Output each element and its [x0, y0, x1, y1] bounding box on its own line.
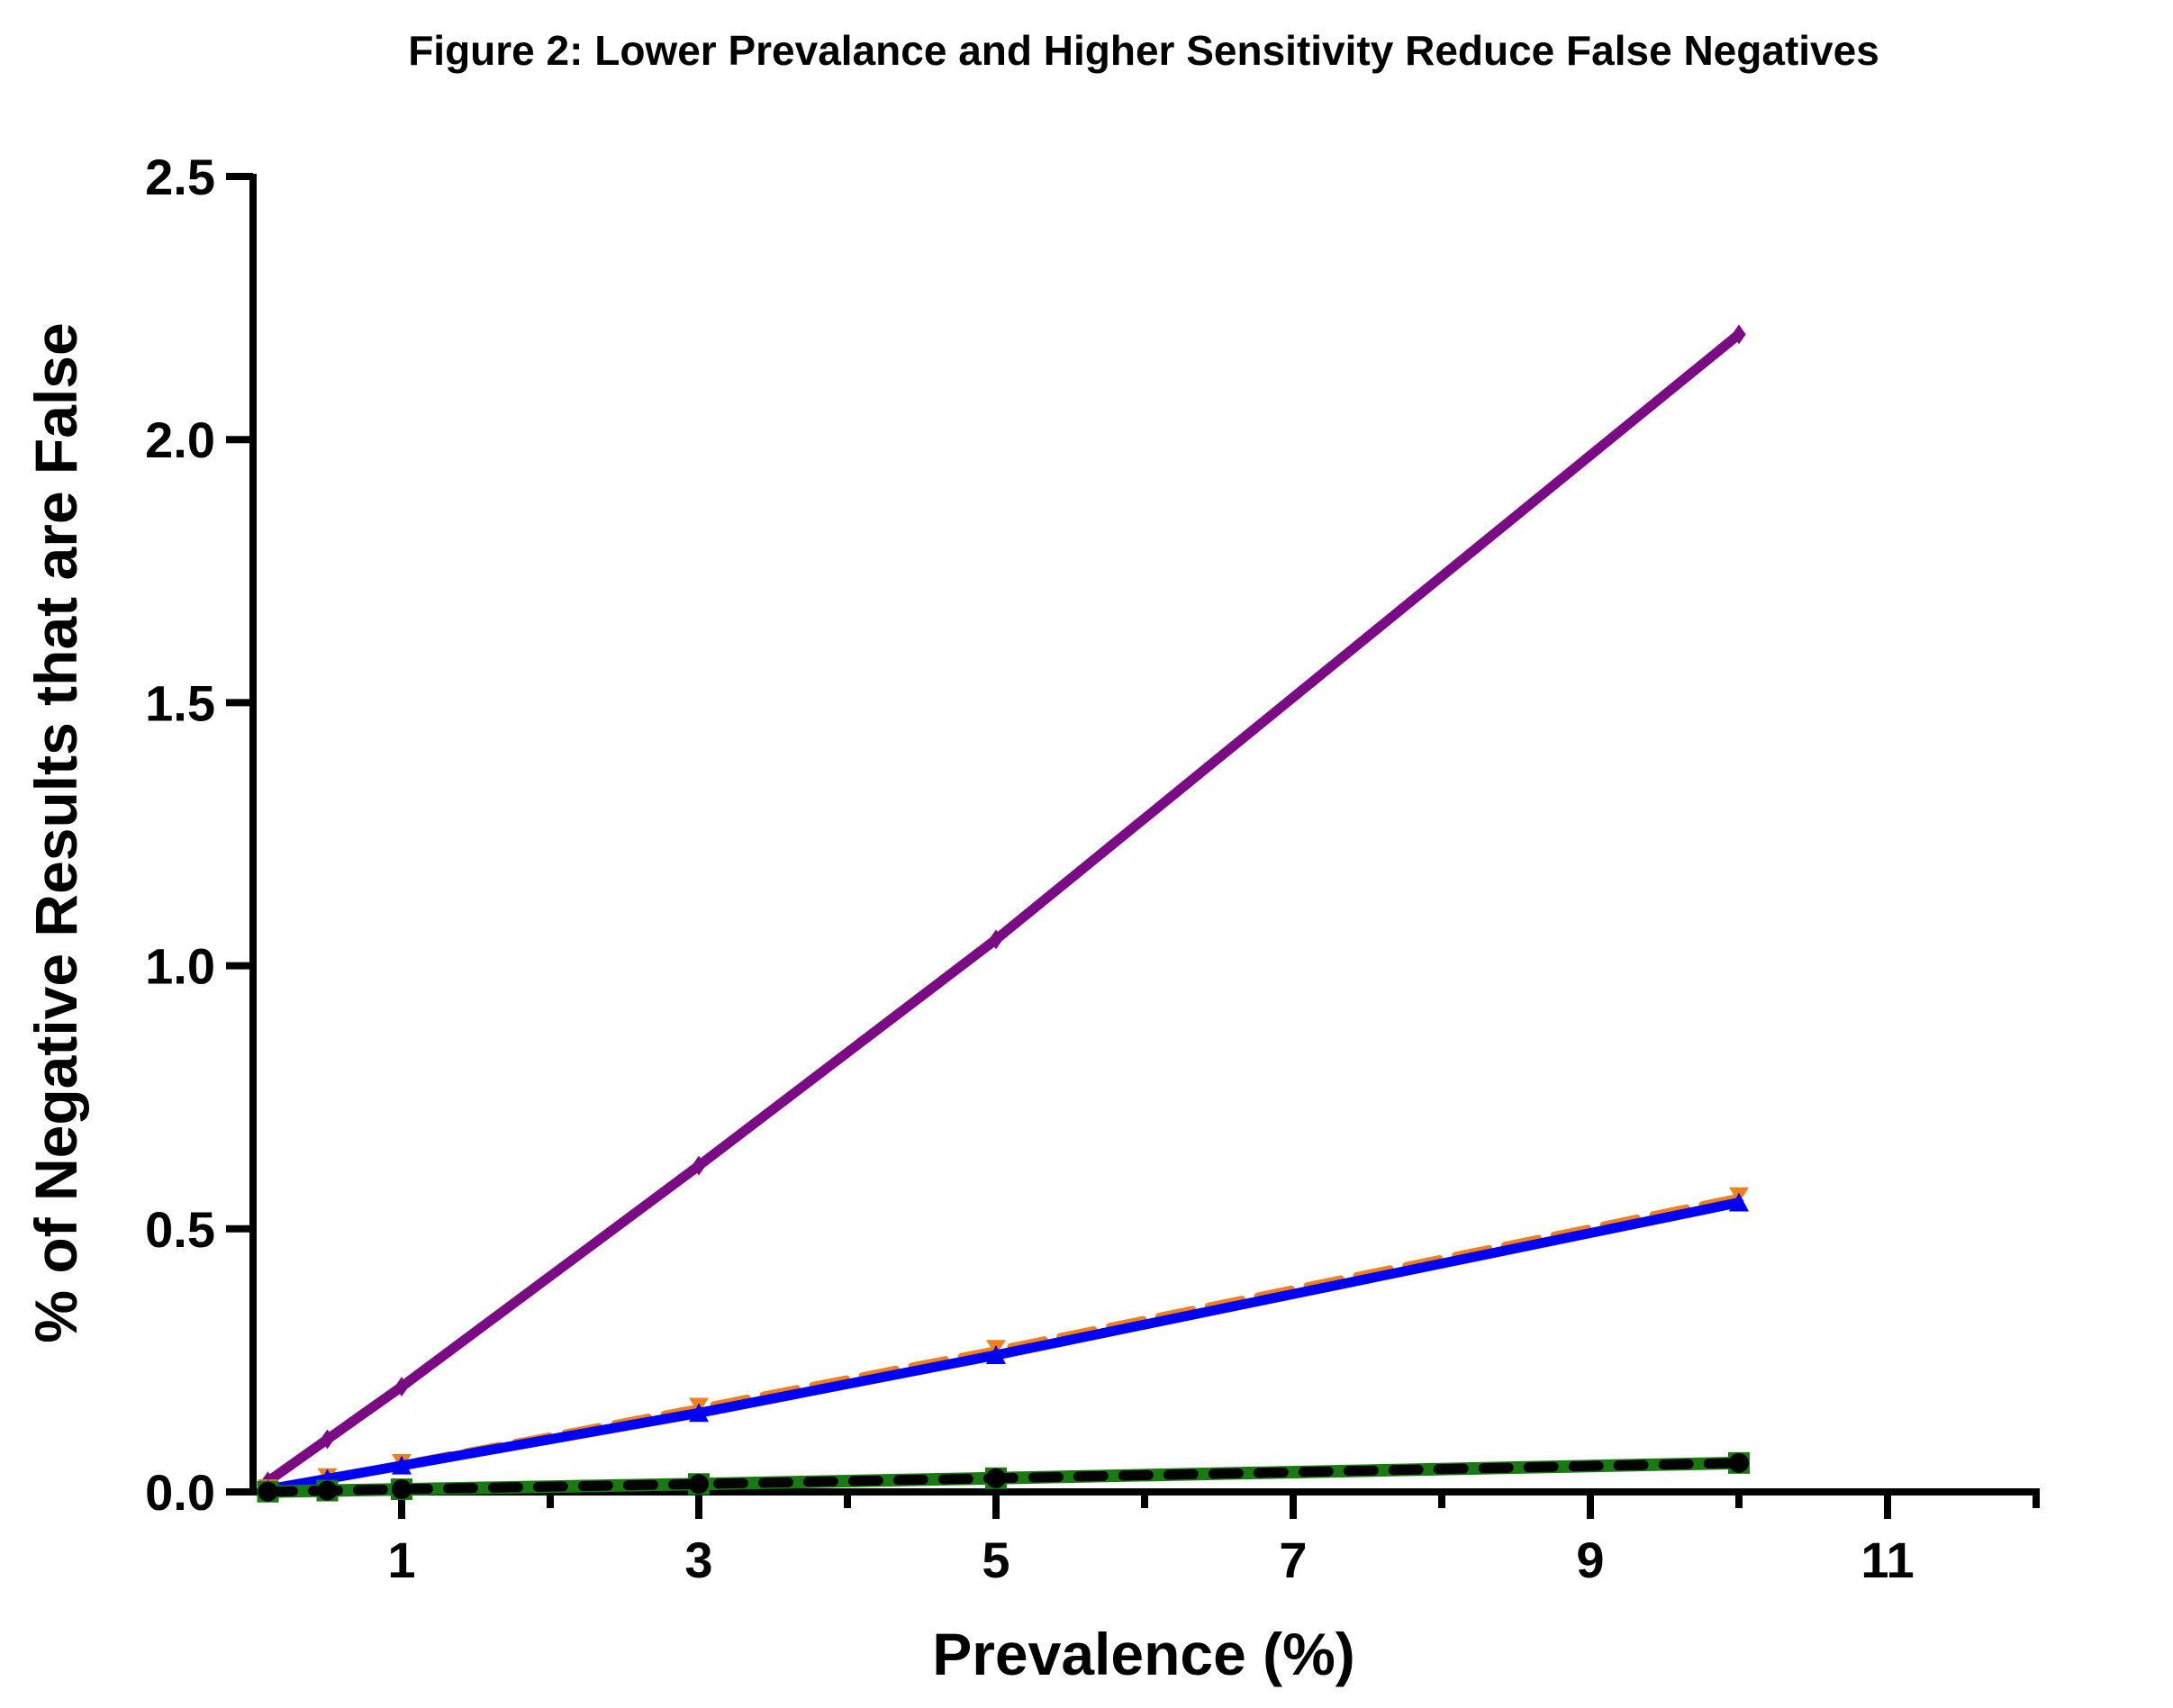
data-point-diamond [692, 1155, 706, 1176]
x-tick-label: 1 [387, 1532, 415, 1588]
x-tick-label: 7 [1279, 1532, 1307, 1588]
x-tick-label: 11 [1861, 1532, 1914, 1588]
y-tick-label: 1.5 [145, 674, 215, 731]
data-point-circle [258, 1481, 278, 1502]
series-group [257, 324, 1750, 1503]
data-point-circle [1729, 1452, 1749, 1473]
data-point-triangle-up [986, 1345, 1006, 1364]
y-tick-label: 2.5 [145, 149, 215, 205]
data-point-diamond [320, 1429, 335, 1450]
data-point-diamond [394, 1377, 409, 1397]
y-axis-label: % of Negative Results that are False [23, 322, 89, 1342]
x-tick-label: 9 [1576, 1532, 1604, 1588]
chart-title: Figure 2: Lower Prevalance and Higher Se… [408, 27, 1879, 74]
data-point-triangle-up [689, 1403, 709, 1423]
x-tick-label: 3 [684, 1532, 712, 1588]
x-axis-label: Prevalence (%) [932, 1621, 1355, 1687]
y-tick-label: 1.0 [145, 938, 215, 995]
y-tick-label: 2.0 [145, 411, 215, 468]
axes: 1 3 5 7 9 11 0.0 0.5 1.0 1.5 2.0 2.5 [145, 149, 2040, 1588]
series-5 [258, 1452, 1749, 1502]
data-point-circle [986, 1468, 1006, 1488]
y-tick-label: 0.0 [145, 1464, 215, 1521]
series-line [263, 1458, 1744, 1497]
data-point-triangle-up [392, 1455, 412, 1475]
x-tick-label: 5 [982, 1532, 1010, 1588]
series-line [263, 1197, 1744, 1495]
series-1 [260, 324, 1746, 1492]
data-point-circle [689, 1474, 709, 1495]
data-point-triangle-up [1729, 1192, 1749, 1212]
y-tick-label: 0.5 [145, 1201, 215, 1258]
data-point-circle [317, 1480, 338, 1501]
data-point-diamond [1732, 324, 1746, 345]
series-line [263, 329, 1744, 1487]
data-point-diamond [989, 929, 1003, 950]
data-point-circle [392, 1479, 412, 1500]
